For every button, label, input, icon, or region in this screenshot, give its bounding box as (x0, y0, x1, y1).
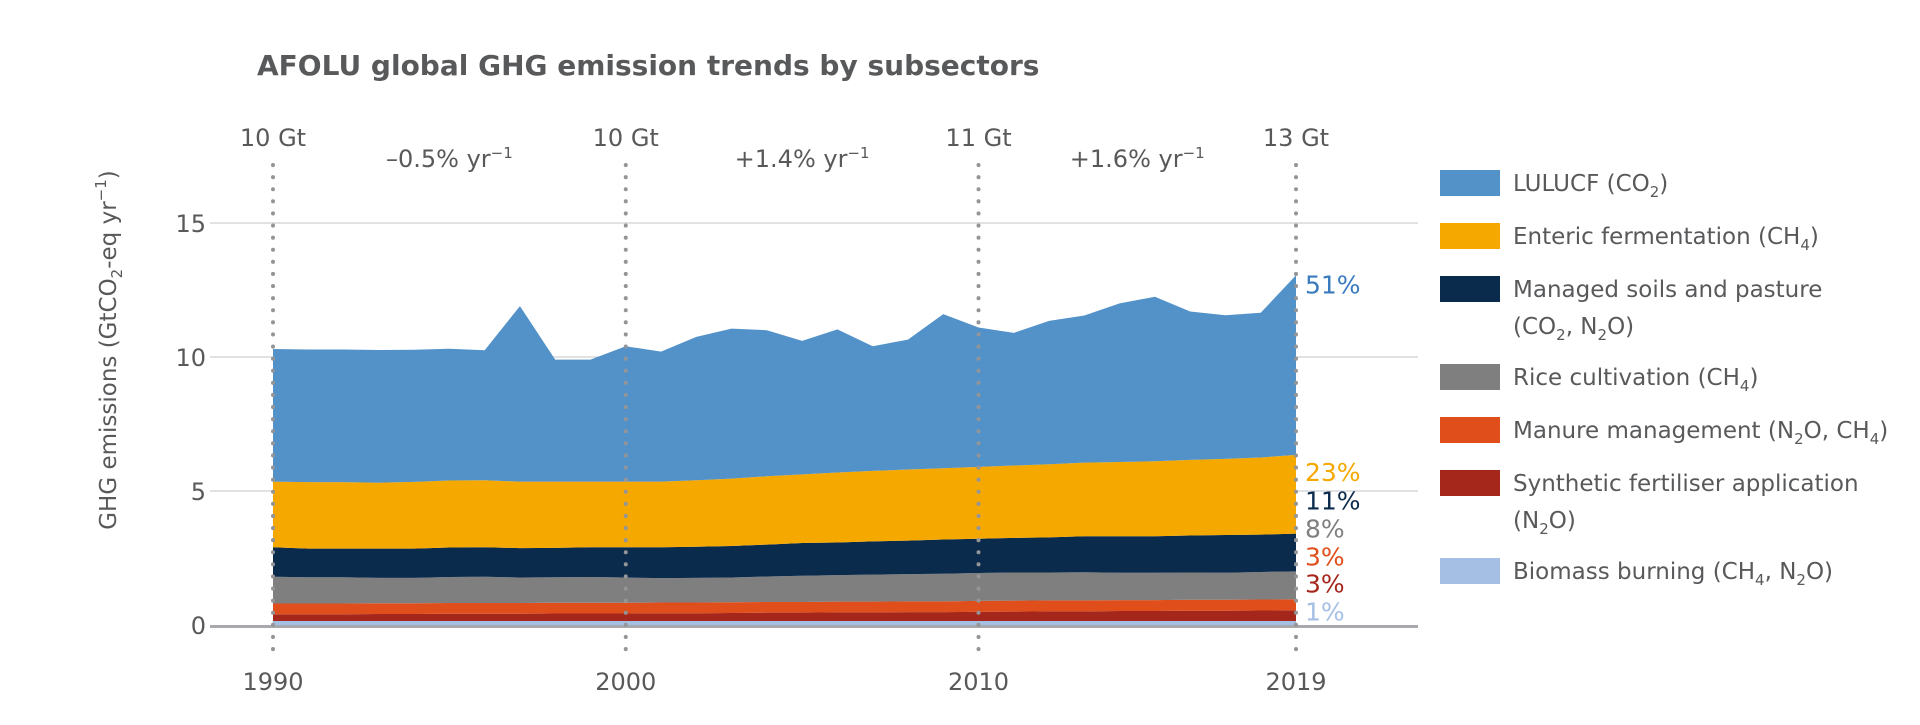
growth-rate-label: +1.6% yr−1 (1070, 144, 1205, 173)
share-labels: 51%23%11%8%3%3%1% (1305, 271, 1361, 627)
y-tick-label: 5 (191, 478, 206, 506)
legend-label: Manure management (N2O, CH4) (1513, 418, 1888, 448)
legend-swatch (1440, 417, 1500, 443)
chart-title: AFOLU global GHG emission trends by subs… (257, 49, 1039, 82)
legend-label: (N2O) (1513, 508, 1576, 538)
y-tick-label: 0 (191, 612, 206, 640)
share-label: 3% (1305, 543, 1345, 572)
legend-label: LULUCF (CO2) (1513, 171, 1668, 201)
share-label: 51% (1305, 271, 1361, 300)
x-tick-label: 2000 (595, 668, 656, 696)
legend-swatch (1440, 364, 1500, 390)
area-series-6 (273, 275, 1296, 483)
legend-label: Managed soils and pasture (1513, 277, 1822, 303)
legend-label: Enteric fermentation (CH4) (1513, 224, 1819, 254)
growth-rate-label: +1.4% yr−1 (735, 144, 870, 173)
legend-item: Rice cultivation (CH4) (1440, 364, 1758, 395)
share-label: 1% (1305, 598, 1345, 627)
period-total-label: 11 Gt (945, 124, 1011, 152)
period-total-label: 10 Gt (240, 124, 306, 152)
area-series-5 (273, 454, 1296, 549)
legend-swatch (1440, 223, 1500, 249)
period-total-label: 10 Gt (593, 124, 659, 152)
y-axis-label: GHG emissions (GtCO2-eq yr−1) (92, 170, 126, 530)
legend-swatch (1440, 470, 1500, 496)
legend-label: (CO2, N2O) (1513, 314, 1634, 344)
x-tick-label: 2010 (948, 668, 1009, 696)
area-series-0 (273, 620, 1296, 625)
y-tick-label: 10 (175, 344, 206, 372)
share-label: 23% (1305, 458, 1361, 487)
legend-label: Synthetic fertiliser application (1513, 471, 1859, 497)
period-total-label: 13 Gt (1263, 124, 1329, 152)
axes: 0 5 10 15 1990 2000 2010 2019 (175, 210, 1418, 696)
share-label: 8% (1305, 515, 1345, 544)
legend-item: Manure management (N2O, CH4) (1440, 417, 1888, 448)
legend-swatch (1440, 276, 1500, 302)
area-series-4 (273, 533, 1296, 579)
legend-swatch (1440, 558, 1500, 584)
legend-item: Managed soils and pasture (CO2, N2O) (1440, 276, 1822, 344)
y-tick-label: 15 (175, 210, 206, 238)
area-series-1 (273, 610, 1296, 621)
legend-label: Rice cultivation (CH4) (1513, 365, 1758, 395)
period-markers: 10 Gt 10 Gt 11 Gt 13 Gt –0.5% yr−1 +1.4% yr−1… (240, 124, 1329, 652)
legend-item: Synthetic fertiliser application (N2O) (1440, 470, 1859, 538)
stacked-areas (273, 275, 1296, 625)
share-label: 3% (1305, 569, 1345, 598)
legend-item: Enteric fermentation (CH4) (1440, 223, 1819, 254)
growth-rate-label: –0.5% yr−1 (386, 144, 513, 173)
area-series-2 (273, 599, 1296, 615)
area-series-3 (273, 571, 1296, 604)
legend-item: Biomass burning (CH4, N2O) (1440, 558, 1833, 589)
legend: LULUCF (CO2) Enteric fermentation (CH4) Ma… (1440, 170, 1888, 589)
legend-label: Biomass burning (CH4, N2O) (1513, 559, 1833, 589)
legend-item: LULUCF (CO2) (1440, 170, 1668, 201)
x-tick-label: 1990 (242, 668, 303, 696)
share-label: 11% (1305, 486, 1361, 515)
x-tick-label: 2019 (1265, 668, 1326, 696)
legend-swatch (1440, 170, 1500, 196)
